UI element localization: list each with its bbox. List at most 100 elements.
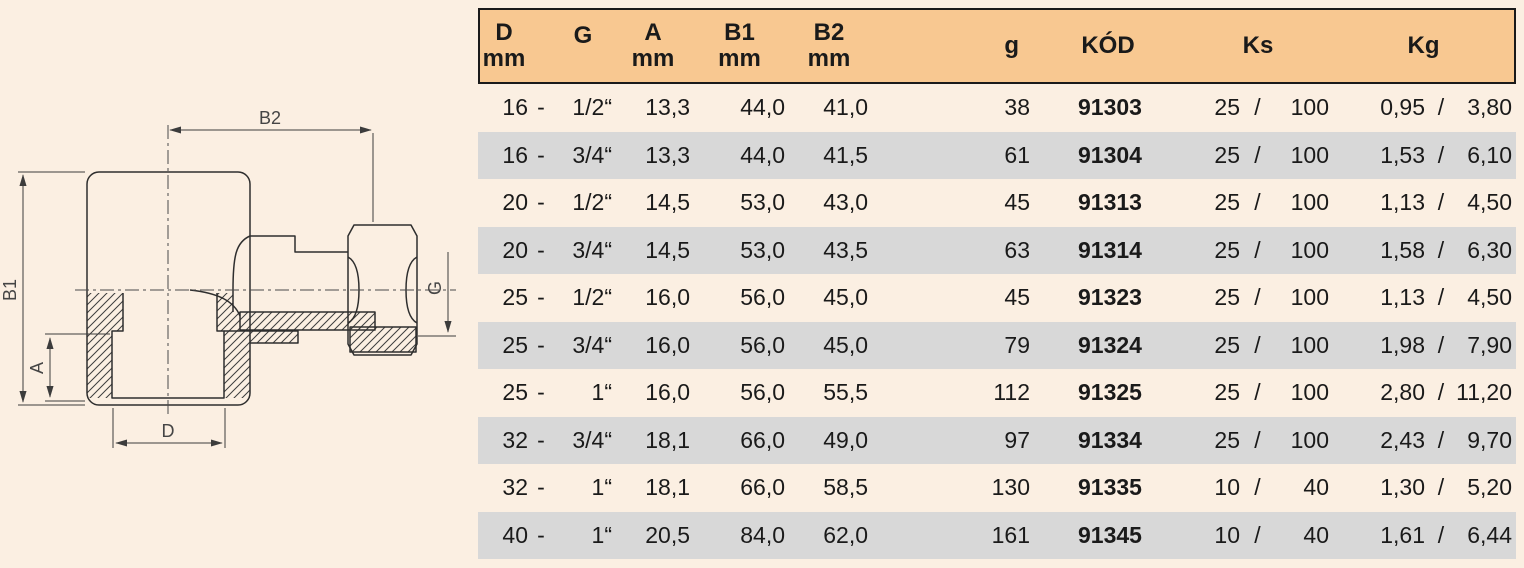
table-body: 16 - 1/2“ 13,3 44,0 41,0 38 91303 25 / 1… bbox=[478, 84, 1516, 559]
cell-weight-g: 45 bbox=[1004, 284, 1030, 311]
cell-separator: / bbox=[1254, 521, 1261, 548]
cell-kg-pack: 2,80 bbox=[1380, 379, 1425, 406]
cell-weight-g: 63 bbox=[1004, 236, 1030, 263]
col-header-ks: Ks bbox=[1183, 10, 1333, 82]
cell-a-mm: 20,5 bbox=[645, 521, 690, 548]
cell-separator: / bbox=[1254, 94, 1261, 121]
cell-kg-pack: 1,61 bbox=[1380, 521, 1425, 548]
cell-g-size: 1“ bbox=[591, 474, 612, 501]
cell-b2-mm: 45,0 bbox=[823, 331, 868, 358]
cell-weight-g: 61 bbox=[1004, 141, 1030, 168]
cell-code: 91314 bbox=[1078, 236, 1142, 263]
cell-ks-pack: 25 bbox=[1214, 94, 1240, 121]
col-header-b1-unit: mm bbox=[718, 45, 761, 72]
cell-ks-pack: 25 bbox=[1214, 236, 1240, 263]
cell-kg-box: 4,50 bbox=[1467, 284, 1512, 311]
cell-d-mm: 25 bbox=[502, 331, 528, 358]
cell-code: 91303 bbox=[1078, 94, 1142, 121]
table-row: 25 - 1/2“ 16,0 56,0 45,0 45 91323 25 / 1… bbox=[478, 274, 1516, 322]
cell-b1-mm: 53,0 bbox=[740, 236, 785, 263]
table-row: 20 - 1/2“ 14,5 53,0 43,0 45 91313 25 / 1… bbox=[478, 179, 1516, 227]
col-header-d-symbol: D bbox=[495, 19, 513, 46]
col-header-code-label: KÓD bbox=[1081, 32, 1135, 59]
cell-a-mm: 16,0 bbox=[645, 284, 690, 311]
cell-separator: / bbox=[1437, 141, 1445, 168]
dimension-lines bbox=[18, 126, 456, 448]
cell-b1-mm: 56,0 bbox=[740, 284, 785, 311]
cell-ks-pack: 25 bbox=[1214, 284, 1240, 311]
table-row: 20 - 3/4“ 14,5 53,0 43,5 63 91314 25 / 1… bbox=[478, 226, 1516, 274]
cell-kg-pack: 1,30 bbox=[1380, 474, 1425, 501]
cell-separator: - bbox=[537, 474, 545, 501]
cell-kg-pack: 1,98 bbox=[1380, 331, 1425, 358]
col-header-g-symbol: G bbox=[573, 22, 593, 49]
cell-code: 91325 bbox=[1078, 379, 1142, 406]
cell-ks-box: 100 bbox=[1290, 94, 1329, 121]
cell-ks-box: 100 bbox=[1290, 331, 1329, 358]
cell-ks-box: 100 bbox=[1290, 189, 1329, 216]
cell-b1-mm: 44,0 bbox=[740, 141, 785, 168]
col-header-a-unit: mm bbox=[631, 45, 675, 72]
col-header-ks-label: Ks bbox=[1242, 32, 1274, 59]
cell-separator: / bbox=[1437, 236, 1445, 263]
dimension-table: D mm G A mm B1 mm B2 mm g KÓD Ks Kg bbox=[478, 8, 1516, 559]
cell-kg-box: 6,30 bbox=[1467, 236, 1512, 263]
cell-separator: / bbox=[1437, 521, 1445, 548]
cell-kg-pack: 1,13 bbox=[1380, 284, 1425, 311]
cell-d-mm: 32 bbox=[502, 426, 528, 453]
table-row: 32 - 1“ 18,1 66,0 58,5 130 91335 10 / 40… bbox=[478, 464, 1516, 512]
cell-separator: / bbox=[1254, 474, 1261, 501]
cell-separator: / bbox=[1437, 94, 1445, 121]
cell-separator: / bbox=[1254, 189, 1261, 216]
col-header-b2: B2 mm bbox=[787, 10, 871, 82]
cell-weight-g: 97 bbox=[1004, 426, 1030, 453]
col-header-d-unit: mm bbox=[482, 45, 526, 72]
cell-g-size: 3/4“ bbox=[572, 426, 612, 453]
cell-kg-box: 5,20 bbox=[1467, 474, 1512, 501]
cell-ks-box: 100 bbox=[1290, 284, 1329, 311]
col-header-code: KÓD bbox=[1033, 10, 1183, 82]
cell-b2-mm: 62,0 bbox=[823, 521, 868, 548]
cell-separator: - bbox=[537, 426, 545, 453]
cell-a-mm: 16,0 bbox=[645, 379, 690, 406]
cell-g-size: 3/4“ bbox=[572, 331, 612, 358]
cell-b1-mm: 66,0 bbox=[740, 426, 785, 453]
cell-ks-box: 100 bbox=[1290, 236, 1329, 263]
label-b2: B2 bbox=[259, 108, 281, 128]
table-row: 40 - 1“ 20,5 84,0 62,0 161 91345 10 / 40… bbox=[478, 511, 1516, 559]
cell-kg-pack: 0,95 bbox=[1380, 94, 1425, 121]
cell-d-mm: 40 bbox=[502, 521, 528, 548]
cell-g-size: 3/4“ bbox=[572, 141, 612, 168]
cell-code: 91313 bbox=[1078, 189, 1142, 216]
table-row: 16 - 3/4“ 13,3 44,0 41,5 61 91304 25 / 1… bbox=[478, 131, 1516, 179]
cell-b1-mm: 84,0 bbox=[740, 521, 785, 548]
cell-g-size: 1“ bbox=[591, 521, 612, 548]
cell-separator: / bbox=[1437, 379, 1445, 406]
cell-g-size: 1/2“ bbox=[572, 284, 612, 311]
cell-separator: / bbox=[1254, 331, 1261, 358]
cell-ks-box: 100 bbox=[1290, 379, 1329, 406]
table-row: 32 - 3/4“ 18,1 66,0 49,0 97 91334 25 / 1… bbox=[478, 416, 1516, 464]
cell-ks-box: 100 bbox=[1290, 426, 1329, 453]
cell-separator: - bbox=[537, 141, 545, 168]
cell-ks-pack: 10 bbox=[1214, 521, 1240, 548]
cell-code: 91345 bbox=[1078, 521, 1142, 548]
cell-a-mm: 13,3 bbox=[645, 141, 690, 168]
cell-separator: / bbox=[1437, 474, 1445, 501]
cell-a-mm: 18,1 bbox=[645, 426, 690, 453]
table-header-row: D mm G A mm B1 mm B2 mm g KÓD Ks Kg bbox=[478, 8, 1516, 84]
cell-weight-g: 130 bbox=[991, 474, 1030, 501]
cell-code: 91324 bbox=[1078, 331, 1142, 358]
cell-separator: / bbox=[1254, 141, 1261, 168]
label-d: D bbox=[162, 421, 175, 441]
cell-b1-mm: 44,0 bbox=[740, 94, 785, 121]
cell-separator: / bbox=[1254, 236, 1261, 263]
cell-weight-g: 38 bbox=[1004, 94, 1030, 121]
cell-ks-pack: 10 bbox=[1214, 474, 1240, 501]
col-header-weight: g bbox=[871, 10, 1033, 82]
section-hatching bbox=[87, 293, 416, 398]
cell-weight-g: 112 bbox=[993, 379, 1030, 406]
cell-a-mm: 14,5 bbox=[645, 189, 690, 216]
col-header-spacer bbox=[528, 10, 552, 82]
